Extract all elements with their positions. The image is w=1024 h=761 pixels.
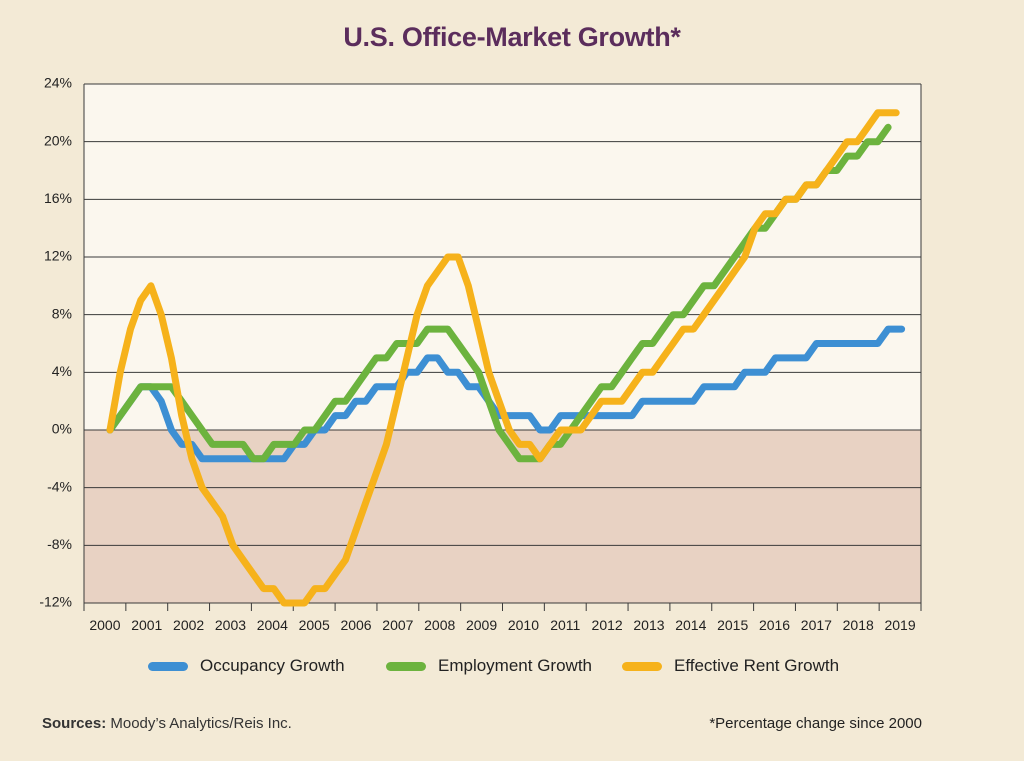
series-line-1 [106,123,892,463]
x-tick-label: 2006 [340,617,371,633]
legend-item-occupancy: Occupancy Growth [148,656,345,676]
x-tick-label: 2008 [424,617,455,633]
y-tick-label: -4% [47,478,72,494]
x-tick-label: 2010 [508,617,539,633]
x-tick-label: 2015 [717,617,748,633]
y-tick-label: -12% [39,594,72,610]
x-tick-label: 2005 [299,617,330,633]
legend-label-rent: Effective Rent Growth [674,656,840,675]
y-tick-label: 12% [44,248,72,264]
legend-swatch-employment [386,661,426,671]
percentage-note: *Percentage change since 2000 [709,715,922,732]
x-tick-label: 2013 [633,617,664,633]
legend-item-rent: Effective Rent Growth [622,656,839,676]
sources-label: Sources: [42,715,107,732]
y-tick-label: -8% [47,536,72,552]
x-tick-label: 2007 [382,617,413,633]
y-axis-ticks: 24% 20% 16% 12% 8% 4% 0% -4% -8% -12% [39,75,72,610]
x-tick-label: 2002 [173,617,204,633]
sources-text: Moody’s Analytics/Reis Inc. [106,715,292,732]
legend-swatch-rent [622,661,662,671]
y-tick-label: 0% [52,421,72,437]
legend-swatch-occupancy [148,661,188,671]
x-tick-label: 2018 [843,617,874,633]
x-tick-label: 2009 [466,617,497,633]
sources-note: Sources: Moody’s Analytics/Reis Inc. [42,715,292,732]
x-tick-label: 2014 [675,617,706,633]
x-tick-label: 2012 [592,617,623,633]
x-tick-label: 2017 [801,617,832,633]
chart-title: U.S. Office-Market Growth* [343,22,681,52]
x-axis-ticks: 2000 2001 2002 2003 2004 2005 2006 2007 2008 2009… [89,617,916,633]
y-tick-label: 4% [52,363,72,379]
x-tick-label: 2016 [759,617,790,633]
series-line-2 [106,109,900,607]
x-tick-label: 2001 [131,617,162,633]
x-tick-label: 2019 [884,617,915,633]
x-tick-label: 2003 [215,617,246,633]
series-lines [106,109,906,607]
legend: Occupancy Growth Employment Growth Effec… [0,656,1024,680]
y-tick-label: 8% [52,305,72,321]
legend-item-employment: Employment Growth [386,656,592,676]
x-tick-label: 2000 [89,617,120,633]
x-tick-label: 2011 [550,617,580,633]
legend-label-occupancy: Occupancy Growth [200,656,345,675]
y-tick-label: 24% [44,75,72,91]
gridlines [84,83,921,546]
legend-label-employment: Employment Growth [438,656,592,675]
axes [83,84,922,611]
y-tick-label: 20% [44,132,72,148]
y-tick-label: 16% [44,190,72,206]
x-tick-label: 2004 [257,617,288,633]
